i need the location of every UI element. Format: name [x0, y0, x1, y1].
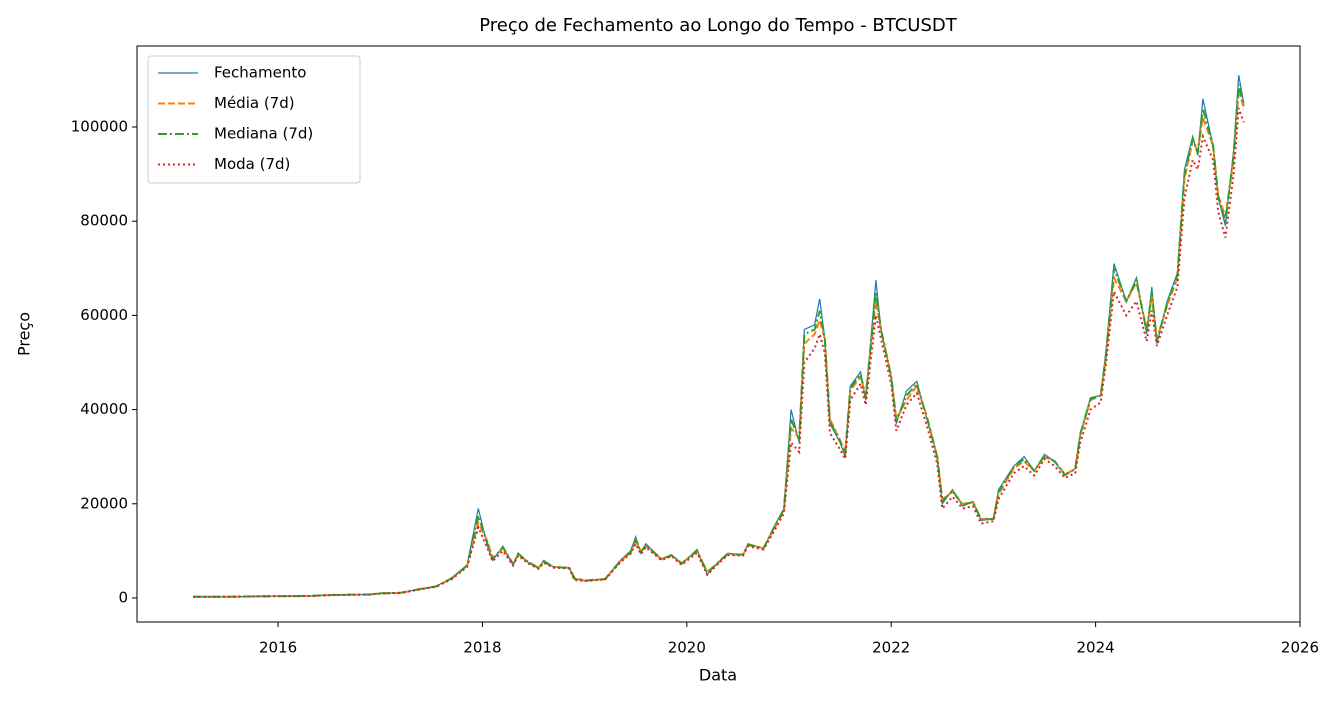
y-tick-label: 60000: [80, 306, 128, 324]
legend-label: Moda (7d): [214, 155, 290, 173]
x-tick-label: 2026: [1281, 639, 1319, 657]
x-tick-label: 2024: [1077, 639, 1115, 657]
x-tick-label: 2016: [259, 639, 297, 657]
legend-label: Média (7d): [214, 94, 295, 112]
x-tick-label: 2020: [668, 639, 706, 657]
y-tick-label: 80000: [80, 212, 128, 230]
y-tick-label: 0: [118, 588, 128, 606]
y-axis-label: Preço: [15, 312, 34, 356]
y-tick-label: 100000: [71, 118, 128, 136]
y-tick-label: 20000: [80, 494, 128, 512]
y-tick-label: 40000: [80, 400, 128, 418]
x-tick-label: 2022: [872, 639, 910, 657]
x-tick-label: 2018: [463, 639, 501, 657]
legend-box: [147, 55, 361, 184]
plot-frame: [136, 45, 1301, 623]
chart-title: Preço de Fechamento ao Longo do Tempo - …: [479, 15, 958, 36]
series-line: [193, 84, 1245, 598]
legend-label: Fechamento: [214, 64, 306, 82]
legend-label: Mediana (7d): [214, 125, 313, 143]
x-axis-label: Data: [699, 666, 737, 685]
legend: Fechamento Média (7d) Mediana (7d) Moda (7d…: [147, 55, 361, 184]
